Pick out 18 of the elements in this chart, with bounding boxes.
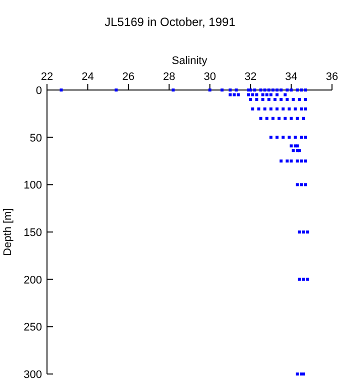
y-axis-title: Depth [m] <box>2 208 14 256</box>
x-tick-label: 26 <box>122 71 135 83</box>
chart-title: JL5169 in October, 1991 <box>104 15 236 29</box>
x-tick-label: 32 <box>244 71 257 83</box>
y-tick-label: 0 <box>36 85 42 97</box>
x-tick-label: 30 <box>204 71 216 83</box>
x-tick-label: 28 <box>163 71 176 83</box>
x-tick-label: 34 <box>285 71 298 83</box>
y-tick-label: 300 <box>24 369 42 381</box>
x-axis-title: Salinity <box>172 55 208 67</box>
y-tick-label: 200 <box>24 274 42 286</box>
y-tick-label: 50 <box>30 132 42 144</box>
y-tick-label: 100 <box>24 180 42 192</box>
y-tick-label: 150 <box>24 227 42 239</box>
x-tick-label: 36 <box>326 71 338 83</box>
x-tick-label: 24 <box>82 71 94 83</box>
y-tick-label: 250 <box>24 322 42 334</box>
x-tick-label: 22 <box>40 71 54 83</box>
